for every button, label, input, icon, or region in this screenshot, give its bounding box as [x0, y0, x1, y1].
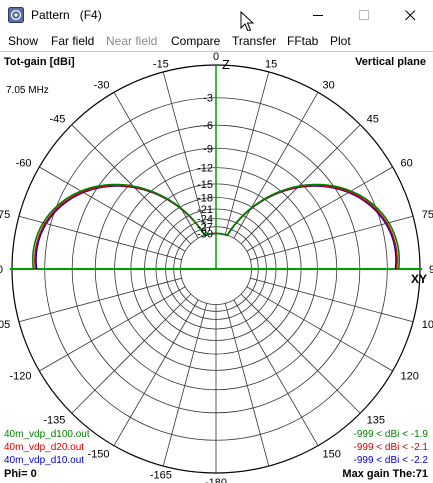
angle-label: -180 [205, 477, 227, 483]
menu-fftab[interactable]: FFtab [287, 34, 319, 48]
angle-label: -105 [0, 319, 10, 331]
max-gain-label: Max gain The:71 [342, 468, 428, 480]
pattern-trace-right [216, 185, 397, 270]
close-button[interactable] [387, 0, 433, 31]
title-bar: Pattern (F4) [0, 0, 433, 32]
angle-label: -60 [16, 158, 32, 170]
legend-file-1: 40m_vdp_d100.out [4, 429, 90, 440]
frequency-label: 7.05 MHz [6, 85, 49, 96]
angle-label: 0 [213, 51, 219, 63]
angle-label: -15 [153, 58, 169, 70]
grid-spoke [162, 71, 208, 235]
polar-chart: -3-6-9-12-15-18-21-24-27-30 015304560759… [0, 51, 433, 483]
legend-file-2: 40m_vdp_d20.out [4, 442, 84, 453]
menu-far-field[interactable]: Far field [51, 34, 95, 48]
angle-label: -75 [0, 209, 10, 221]
angle-label: 45 [367, 113, 379, 125]
menu-show[interactable]: Show [8, 34, 39, 48]
menu-compare[interactable]: Compare [171, 34, 221, 48]
legend-range-3: -999 < dBi < -2.2 [354, 455, 429, 466]
grid-spoke [233, 92, 319, 239]
grid-spoke [71, 293, 192, 414]
angle-label: -165 [150, 470, 172, 482]
menu-near-field: Near field [106, 34, 158, 48]
mouse-cursor-icon [240, 11, 254, 32]
xy-axis-label: XY [411, 272, 427, 286]
grid-spoke [224, 71, 270, 235]
menu-bar: Show Far field Near field Compare Transf… [0, 31, 433, 51]
angle-label: -120 [10, 371, 32, 383]
close-icon [405, 10, 416, 21]
pattern-trace-right [216, 184, 398, 270]
angle-label: -45 [49, 113, 65, 125]
grid-spoke [18, 277, 182, 323]
grid-spoke [240, 124, 361, 245]
gain-ring-label: -21 [197, 204, 213, 216]
pattern-trace-right [216, 183, 401, 270]
angle-label: 60 [400, 158, 412, 170]
gain-ring-label: -12 [197, 163, 213, 175]
pattern-trace-left [34, 184, 216, 270]
maximize-button[interactable] [341, 0, 387, 31]
gain-ring-label: -30 [197, 228, 213, 240]
angle-label: 105 [422, 319, 433, 331]
grid-spoke [246, 166, 393, 252]
phi-label: Phi= 0 [4, 468, 37, 480]
grid-spoke [250, 277, 414, 323]
angle-label: 15 [265, 58, 277, 70]
gain-ring-label: -18 [197, 193, 213, 205]
grid-spoke [113, 92, 199, 239]
grid-spoke [246, 286, 393, 372]
legend-range-1: -999 < dBi < -1.9 [354, 429, 429, 440]
gain-ring-label: -24 [197, 214, 213, 226]
angle-label: 30 [323, 80, 335, 92]
grid-spoke [224, 303, 270, 467]
angle-label: 135 [367, 415, 385, 427]
gain-ring-label: -9 [203, 143, 213, 155]
grid-spoke [233, 299, 319, 446]
plane-label: Vertical plane [355, 56, 426, 68]
z-axis-label: Z [222, 57, 230, 72]
grid-spoke [39, 166, 186, 252]
grid-spoke [113, 299, 199, 446]
gain-ring-label: -27 [197, 222, 213, 234]
legend-file-3: 40m_vdp_d10.out [4, 455, 84, 466]
angle-label: -150 [87, 448, 109, 460]
angle-label: 150 [323, 448, 341, 460]
menu-transfer[interactable]: Transfer [232, 34, 277, 48]
minimize-button[interactable] [295, 0, 341, 31]
angle-label: -30 [94, 80, 110, 92]
menu-plot[interactable]: Plot [330, 34, 351, 48]
gain-ring-label: -3 [203, 93, 213, 105]
grid-spoke [71, 124, 192, 245]
angle-label: 75 [422, 209, 433, 221]
grid-spoke [240, 293, 361, 414]
angle-label: -135 [43, 415, 65, 427]
gain-ring-label: -15 [197, 179, 213, 191]
pattern-plot[interactable]: -3 -6 -9 -12 -15 -18 -21 -24 -27 -30 0 15 30 45 60 75 9… [0, 51, 433, 483]
gain-axis-label: Tot-gain [dBi] [4, 56, 75, 68]
legend-range-2: -999 < dBi < -2.1 [354, 442, 429, 453]
pattern-trace-left [35, 185, 216, 270]
angle-label: 90 [429, 264, 433, 276]
maximize-icon [359, 10, 369, 20]
grid-spoke [162, 303, 208, 467]
pattern-trace-left [31, 183, 216, 270]
angle-label: 120 [400, 371, 418, 383]
grid-spoke [39, 286, 186, 372]
gain-ring-label: -6 [203, 120, 213, 132]
angle-label: -90 [0, 264, 3, 276]
window-title: Pattern (F4) [31, 8, 102, 22]
minimize-icon [313, 15, 323, 16]
app-icon[interactable] [8, 7, 24, 23]
